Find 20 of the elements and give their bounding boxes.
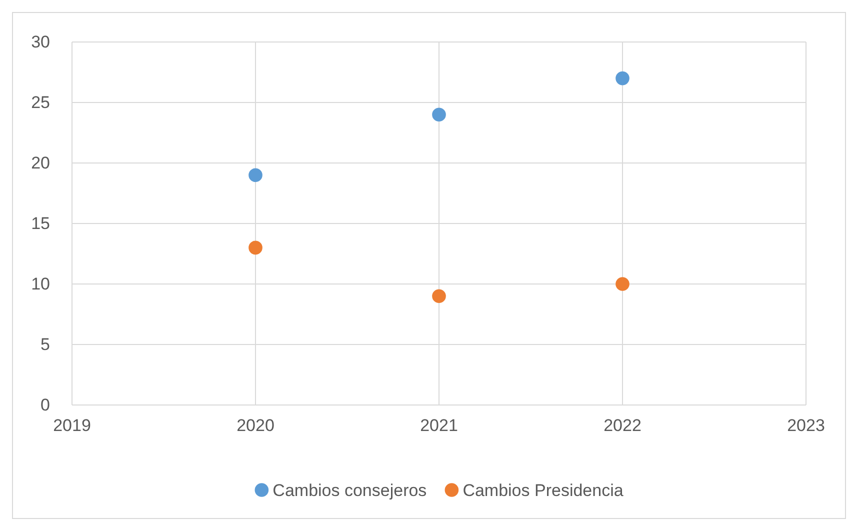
point: [616, 277, 630, 291]
y-tick-label: 5: [40, 334, 50, 354]
y-tick-label: 15: [31, 214, 50, 233]
y-tick-label: 25: [31, 92, 50, 112]
x-tick-label: 2021: [420, 416, 458, 436]
point: [432, 108, 446, 122]
x-tick-label: 2020: [236, 416, 274, 436]
x-tick-label: 2023: [787, 416, 825, 436]
legend-label: Cambios Presidencia: [462, 481, 624, 500]
point: [432, 289, 446, 303]
y-tick-label: 20: [31, 153, 50, 172]
x-tick-label: 2019: [53, 416, 91, 436]
point: [616, 71, 630, 86]
point: [248, 168, 262, 182]
x-tick-label: 2022: [604, 416, 642, 436]
y-tick-label: 0: [40, 395, 50, 414]
y-tick-label: 10: [31, 274, 50, 294]
point: [248, 240, 262, 255]
legend-label: Cambios consejeros: [272, 481, 427, 500]
y-tick-label: 30: [31, 32, 50, 52]
